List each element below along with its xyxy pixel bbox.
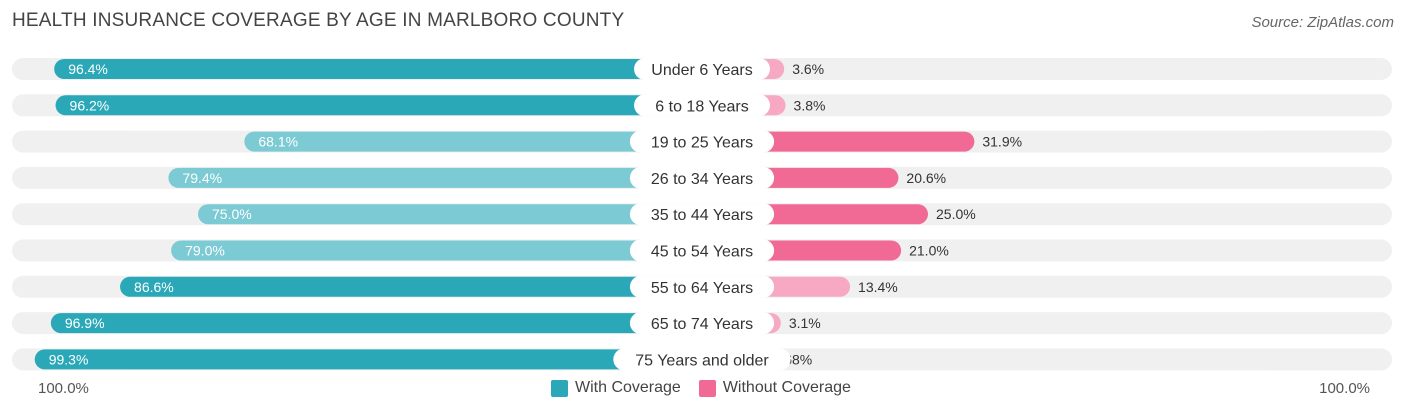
value-label-without: 25.0% [936,206,976,222]
category-pill [629,275,775,298]
category-label: 75 Years and older [635,352,769,369]
value-label-without: 3.8% [794,97,826,113]
category-pill [629,166,775,189]
category-label: Under 6 Years [651,62,752,79]
category-pill [634,94,770,117]
value-label-with: 68.1% [258,134,298,150]
value-label-without: 3.1% [789,315,821,331]
bar-with-coverage [244,131,703,152]
category-pill [629,312,775,335]
category-pill [629,239,775,262]
bar-with-coverage [120,276,703,297]
legend: With Coverage Without Coverage [551,379,869,397]
value-label-with: 99.3% [49,351,89,367]
category-pill [634,58,770,80]
value-label-with: 79.4% [182,170,222,186]
category-label: 6 to 18 Years [655,98,748,115]
category-pill [629,130,775,153]
value-label-with: 96.4% [68,61,108,77]
bar-with-coverage [198,204,702,225]
category-label: 19 to 25 Years [651,135,753,152]
axis-left-label: 100.0% [38,380,89,397]
chart: 96.4% 3.6% Under 6 Years 96.2% 3.8% 6 to 18 Y… [12,58,1392,371]
category-label: 35 to 44 Years [651,207,753,224]
value-label-without: 21.0% [909,243,949,259]
chart-title: HEALTH INSURANCE COVERAGE BY AGE IN MARL… [12,10,625,31]
bar-with-coverage [171,240,702,261]
bar-with-coverage [50,313,702,334]
legend-label-without: Without Coverage [722,379,851,396]
value-label-with: 96.9% [65,315,105,331]
category-label: 45 to 54 Years [651,244,753,261]
legend-label-with: With Coverage [575,379,681,396]
value-label-without: 3.6% [792,61,824,77]
value-label-with: 79.0% [185,243,225,259]
category-pill [629,203,775,226]
source-label: Source: ZipAtlas.com [1251,14,1394,31]
category-label: 26 to 34 Years [651,171,753,188]
value-label-with: 96.2% [70,97,110,113]
category-pill [613,348,791,371]
bar-with-coverage [55,95,702,116]
value-label-without: 20.6% [906,170,946,186]
bar-with-coverage [168,167,702,188]
category-label: 65 to 74 Years [651,316,753,333]
value-label-without: 13.4% [858,279,898,295]
legend-swatch-without [698,379,716,397]
value-label-with: 86.6% [134,279,174,295]
axis-right-label: 100.0% [1319,380,1370,397]
value-label-with: 75.0% [212,206,252,222]
legend-swatch-with [551,379,568,397]
category-label: 55 to 64 Years [651,280,753,297]
legend-item-with-coverage: With Coverage [551,379,681,397]
legend-item-without-coverage: Without Coverage [698,379,851,397]
bar-with-coverage [54,59,702,79]
value-label-without: 31.9% [982,134,1022,150]
bar-with-coverage [34,349,703,370]
